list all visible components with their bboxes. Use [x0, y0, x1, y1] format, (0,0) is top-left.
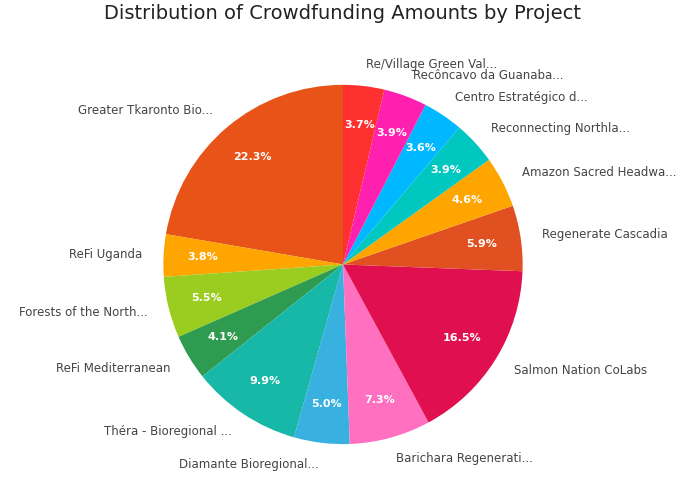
Wedge shape: [164, 264, 343, 337]
Wedge shape: [343, 85, 384, 264]
Wedge shape: [343, 206, 523, 271]
Wedge shape: [343, 160, 512, 264]
Text: 4.1%: 4.1%: [208, 332, 239, 342]
Text: Forests of the North...: Forests of the North...: [19, 306, 147, 319]
Text: Greater Tkaronto Bio...: Greater Tkaronto Bio...: [78, 104, 213, 117]
Text: 3.9%: 3.9%: [431, 165, 462, 175]
Text: 3.6%: 3.6%: [405, 143, 436, 153]
Text: ReFi Uganda: ReFi Uganda: [69, 248, 142, 261]
Text: 5.0%: 5.0%: [311, 399, 342, 409]
Text: Regenerate Cascadia: Regenerate Cascadia: [542, 229, 667, 242]
Text: Théra - Bioregional ...: Théra - Bioregional ...: [104, 426, 231, 439]
Text: 3.7%: 3.7%: [344, 120, 375, 130]
Text: 9.9%: 9.9%: [250, 376, 281, 386]
Wedge shape: [178, 264, 343, 376]
Text: Amazon Sacred Headwa...: Amazon Sacred Headwa...: [521, 166, 676, 179]
Wedge shape: [343, 264, 429, 444]
Wedge shape: [343, 264, 523, 423]
Title: Distribution of Crowdfunding Amounts by Project: Distribution of Crowdfunding Amounts by …: [104, 4, 582, 23]
Text: 5.9%: 5.9%: [466, 239, 497, 249]
Wedge shape: [202, 264, 343, 437]
Text: 4.6%: 4.6%: [452, 195, 483, 205]
Text: Recôncavo da Guanaba...: Recôncavo da Guanaba...: [413, 69, 563, 82]
Wedge shape: [166, 85, 343, 264]
Text: 3.9%: 3.9%: [376, 128, 407, 138]
Text: Diamante Bioregional...: Diamante Bioregional...: [179, 458, 319, 471]
Text: Re/Village Green Val...: Re/Village Green Val...: [366, 58, 497, 71]
Wedge shape: [343, 90, 425, 264]
Text: 5.5%: 5.5%: [191, 293, 222, 303]
Text: 16.5%: 16.5%: [442, 333, 482, 343]
Wedge shape: [343, 105, 459, 264]
Wedge shape: [343, 128, 489, 264]
Text: Salmon Nation CoLabs: Salmon Nation CoLabs: [514, 364, 647, 377]
Wedge shape: [163, 234, 343, 277]
Text: 22.3%: 22.3%: [233, 152, 272, 162]
Text: 3.8%: 3.8%: [188, 252, 218, 262]
Text: ReFi Mediterranean: ReFi Mediterranean: [56, 362, 171, 375]
Text: Reconnecting Northla...: Reconnecting Northla...: [491, 122, 630, 135]
Text: 7.3%: 7.3%: [364, 395, 395, 405]
Wedge shape: [294, 264, 350, 444]
Text: Centro Estratégico d...: Centro Estratégico d...: [455, 91, 588, 104]
Text: Barichara Regenerati...: Barichara Regenerati...: [396, 452, 533, 465]
